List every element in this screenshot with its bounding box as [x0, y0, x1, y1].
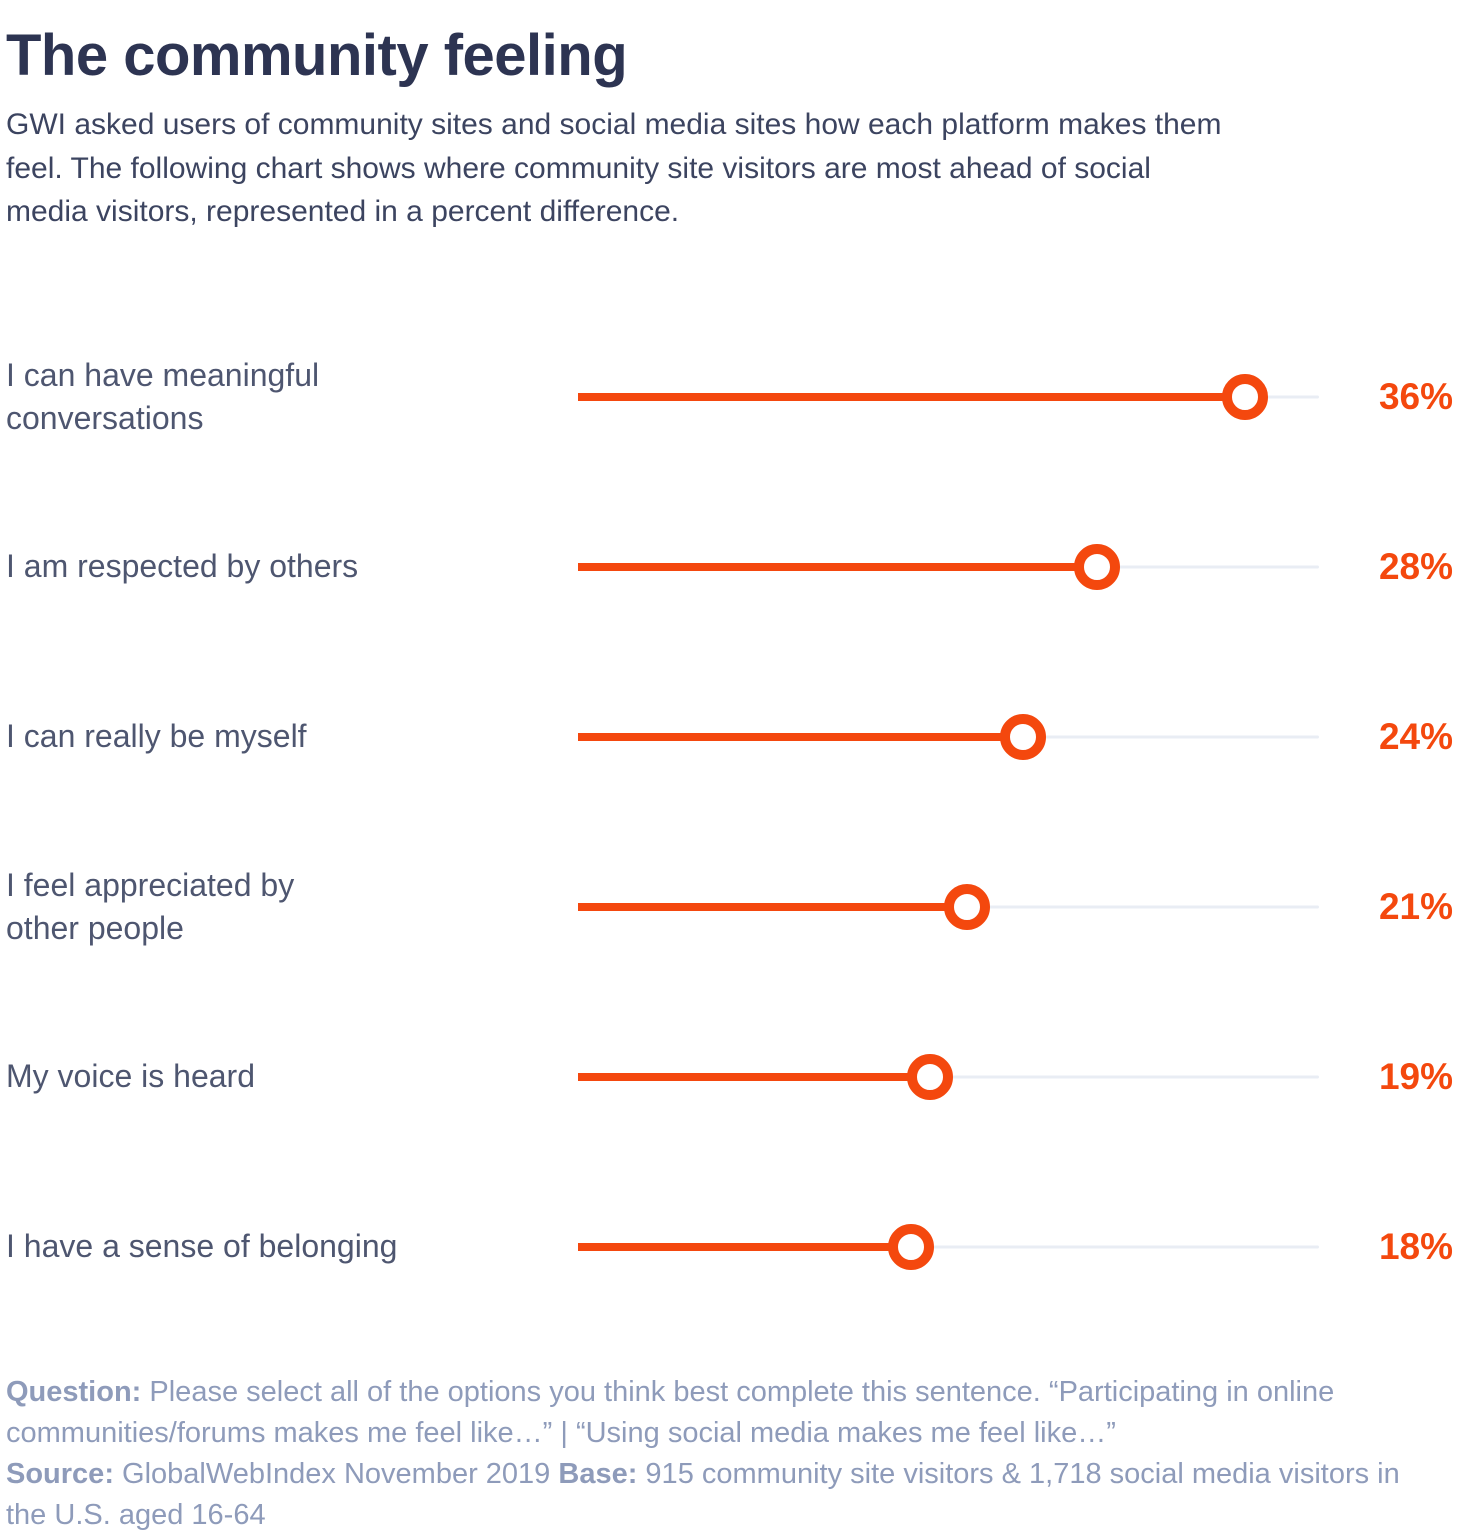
- base-label: Base:: [558, 1457, 638, 1490]
- source-text: GlobalWebIndex November 2019: [113, 1457, 559, 1490]
- lollipop-stem: [578, 1053, 953, 1100]
- lollipop-plot-area: [578, 372, 1319, 422]
- footnote-question: Question: Please select all of the optio…: [6, 1372, 1401, 1454]
- lollipop-stem: [578, 543, 1120, 590]
- lollipop-knob: [906, 1053, 953, 1100]
- lollipop-row: I can have meaningful conversations 36%: [6, 312, 1455, 482]
- footnote-source: Source: GlobalWebIndex November 2019 Bas…: [6, 1454, 1401, 1536]
- lollipop-stem: [578, 373, 1268, 420]
- category-label: I have a sense of belonging: [6, 1228, 398, 1265]
- lollipop-knob: [888, 1223, 935, 1270]
- lollipop-plot-area: [578, 712, 1319, 762]
- lollipop-knob: [944, 883, 991, 930]
- source-label: Source:: [6, 1457, 114, 1490]
- category-label: I can really be myself: [6, 718, 307, 755]
- chart-page: The community feeling GWI asked users of…: [0, 22, 1463, 1536]
- lollipop-stem: [578, 713, 1046, 760]
- chart-footnote: Question: Please select all of the optio…: [6, 1372, 1401, 1536]
- lollipop-stem: [578, 883, 991, 930]
- lollipop-row: I can really be myself 24%: [6, 652, 1455, 822]
- lollipop-knob: [1073, 543, 1120, 590]
- lollipop-track: [578, 1245, 1319, 1248]
- question-label: Question:: [6, 1375, 142, 1408]
- lollipop-row: I feel appreciated by other people 21%: [6, 822, 1455, 992]
- lollipop-chart: I can have meaningful conversations 36% …: [6, 312, 1455, 1332]
- category-label: I feel appreciated by other people: [6, 867, 295, 946]
- lollipop-plot-area: [578, 882, 1319, 932]
- lollipop-knob: [999, 713, 1046, 760]
- lollipop-plot-area: [578, 1222, 1319, 1272]
- category-label: I can have meaningful conversations: [6, 357, 320, 436]
- value-label: 19%: [1378, 1055, 1453, 1097]
- lollipop-plot-area: [578, 1052, 1319, 1102]
- value-label: 24%: [1378, 715, 1453, 757]
- lollipop-row: My voice is heard 19%: [6, 992, 1455, 1162]
- value-label: 28%: [1378, 545, 1453, 587]
- lollipop-row: I am respected by others 28%: [6, 482, 1455, 652]
- base-text: 915 community site visitors & 1,718 soci…: [6, 1457, 1400, 1532]
- chart-subtitle: GWI asked users of community sites and s…: [6, 108, 1222, 228]
- page-title: The community feeling: [6, 23, 628, 88]
- lollipop-plot-area: [578, 542, 1319, 592]
- lollipop-stem: [578, 1223, 935, 1270]
- category-label: My voice is heard: [6, 1058, 255, 1095]
- value-label: 36%: [1378, 375, 1453, 417]
- value-label: 18%: [1378, 1225, 1453, 1267]
- category-label: I am respected by others: [6, 548, 359, 585]
- lollipop-knob: [1221, 373, 1268, 420]
- value-label: 21%: [1378, 885, 1453, 927]
- question-text: Please select all of the options you thi…: [6, 1375, 1335, 1449]
- lollipop-row: I have a sense of belonging 18%: [6, 1162, 1455, 1332]
